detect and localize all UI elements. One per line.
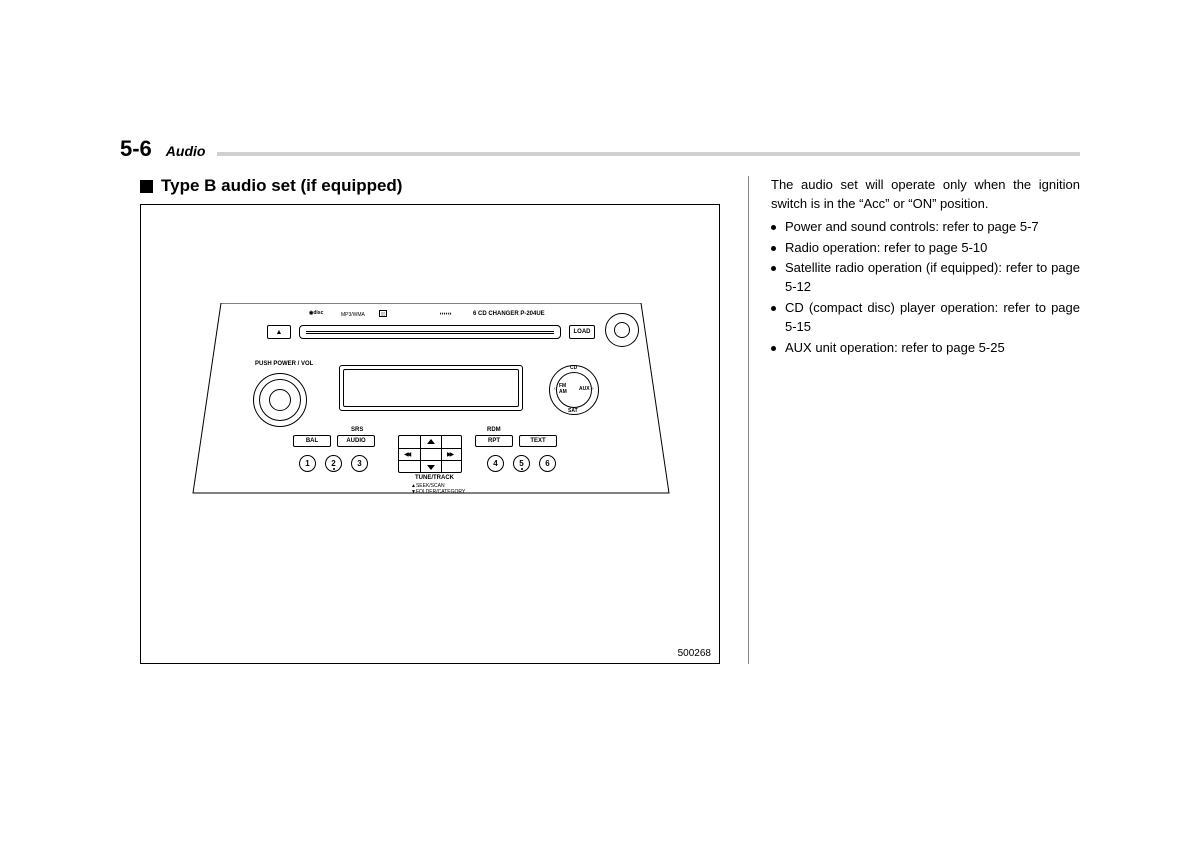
up-arrow-icon [427, 439, 435, 444]
heading-text: Type B audio set (if equipped) [161, 176, 402, 196]
mode-sat-label: SAT [568, 408, 578, 414]
preset-2-label: 2 [331, 459, 335, 468]
top-right-knob[interactable] [605, 313, 639, 347]
page-header: 5-6 Audio [120, 136, 1080, 162]
load-label: LOAD [574, 329, 591, 335]
load-button[interactable]: LOAD [569, 325, 595, 339]
preset-3-button[interactable]: 3 [351, 455, 368, 472]
list-item: Satellite radio operation (if equipped):… [771, 259, 1080, 297]
srs-label: SRS [351, 427, 363, 433]
mode-cd-label: CD [570, 365, 577, 371]
prev-track-icon: ◀◀ [404, 451, 409, 458]
reference-list: Power and sound controls: refer to page … [771, 218, 1080, 358]
text-label: TEXT [530, 438, 545, 444]
next-track-icon: ▶▶ [447, 451, 452, 458]
audio-unit-diagram: ◉disc MP3/WMA ▯▯ ◖◖◖◖◖◗ 6 CD CHANGER P-2… [191, 303, 671, 573]
rpt-button[interactable]: RPT [475, 435, 513, 447]
left-column: Type B audio set (if equipped) ◉disc MP3… [140, 176, 720, 664]
bal-label: BAL [306, 438, 318, 444]
mode-dial[interactable]: CD FM AM AUX SAT ‹ › [549, 365, 599, 415]
preset-3-label: 3 [357, 459, 361, 468]
tune-track-label: TUNE/TRACK [415, 475, 454, 481]
mp3-label: MP3/WMA [341, 312, 365, 318]
preset-4-button[interactable]: 4 [487, 455, 504, 472]
figure-id: 500268 [678, 648, 711, 659]
preset-1-button[interactable]: 1 [299, 455, 316, 472]
folder-category-label: ▼FOLDER/CATEGORY [411, 489, 465, 495]
figure-frame: ◉disc MP3/WMA ▯▯ ◖◖◖◖◖◗ 6 CD CHANGER P-2… [140, 204, 720, 664]
preset-6-label: 6 [545, 459, 549, 468]
lcd-display [339, 365, 523, 411]
content-area: Type B audio set (if equipped) ◉disc MP3… [140, 176, 1080, 664]
rdm-label: RDM [487, 427, 501, 433]
right-column: The audio set will operate only when the… [748, 176, 1080, 664]
tune-dpad[interactable]: ◀◀ ▶▶ [398, 435, 462, 473]
rpt-label: RPT [488, 438, 500, 444]
mode-aux-label: AUX [579, 386, 590, 392]
preset-1-label: 1 [305, 459, 309, 468]
preset-4-label: 4 [493, 459, 497, 468]
header-rule [217, 152, 1080, 156]
disc-stack-icon: ◖◖◖◖◖◗ [439, 311, 451, 317]
cd-changer-label: 6 CD CHANGER P-204UE [473, 311, 545, 317]
power-volume-knob[interactable] [253, 373, 307, 427]
list-item: Power and sound controls: refer to page … [771, 218, 1080, 237]
power-vol-label: PUSH POWER / VOL [255, 361, 313, 367]
down-arrow-icon [427, 465, 435, 470]
preset-5-label: 5 [519, 459, 523, 468]
dolby-icon: ▯▯ [379, 310, 387, 317]
mode-am-label: AM [559, 389, 567, 395]
eject-icon: ▲ [276, 329, 283, 336]
page-number: 5-6 [120, 136, 152, 162]
preset-5-button[interactable]: 5 [513, 455, 530, 472]
section-name: Audio [166, 143, 206, 159]
list-item: CD (compact disc) player operation: refe… [771, 299, 1080, 337]
intro-paragraph: The audio set will operate only when the… [771, 176, 1080, 214]
disc-logo: ◉disc [309, 310, 323, 316]
preset-2-button[interactable]: 2 [325, 455, 342, 472]
list-item: AUX unit operation: refer to page 5-25 [771, 339, 1080, 358]
preset-6-button[interactable]: 6 [539, 455, 556, 472]
subsection-heading: Type B audio set (if equipped) [140, 176, 720, 196]
audio-label: AUDIO [346, 438, 365, 444]
text-button[interactable]: TEXT [519, 435, 557, 447]
audio-button[interactable]: AUDIO [337, 435, 375, 447]
eject-button[interactable]: ▲ [267, 325, 291, 339]
heading-marker-icon [140, 180, 153, 193]
list-item: Radio operation: refer to page 5-10 [771, 239, 1080, 258]
cd-slot [299, 325, 561, 339]
bal-button[interactable]: BAL [293, 435, 331, 447]
